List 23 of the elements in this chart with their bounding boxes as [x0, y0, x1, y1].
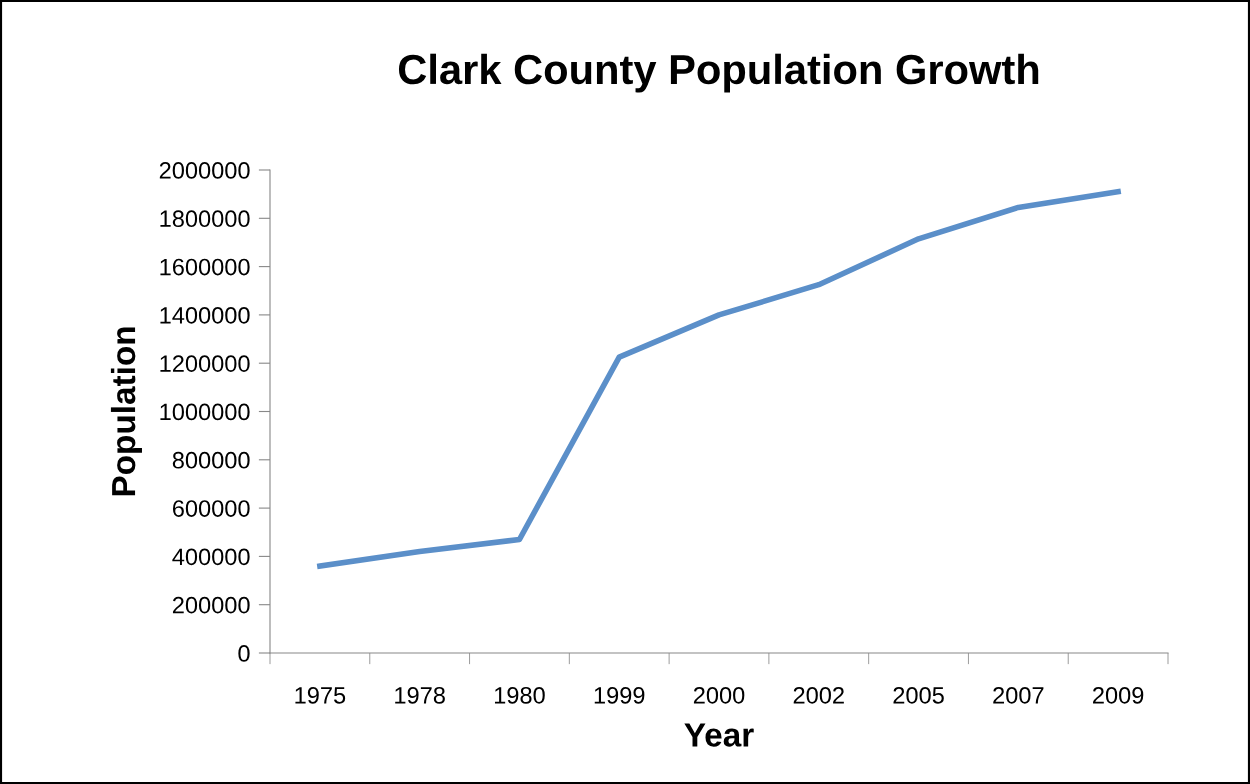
- y-tick-label: 600000: [172, 500, 250, 517]
- y-tick-label: 0: [238, 645, 250, 662]
- x-tick-label: 2000: [693, 686, 745, 704]
- y-tick-label: 1200000: [160, 355, 250, 372]
- x-tick-label: 1999: [594, 686, 645, 704]
- y-tick-label: 1400000: [160, 306, 250, 324]
- x-tick-label: 1978: [395, 686, 445, 704]
- y-tick-label: 2000000: [159, 162, 250, 179]
- y-tick-label: 400000: [172, 548, 250, 566]
- x-tick-label: 2002: [793, 686, 844, 704]
- y-axis-title: Population: [110, 327, 142, 496]
- x-tick-label: 1975: [295, 686, 346, 704]
- y-tick-label: 1800000: [160, 210, 250, 228]
- chart-title: Clark County Population Growth: [398, 53, 1039, 93]
- x-axis-title: Year: [684, 723, 754, 747]
- x-tick-label: 2007: [993, 686, 1044, 704]
- x-tick-label: 1980: [494, 686, 545, 704]
- y-tick-label: 1600000: [160, 258, 250, 276]
- y-tick-label: 1000000: [160, 403, 250, 421]
- x-tick-label: 2009: [1093, 686, 1144, 704]
- x-tick-label: 2005: [893, 686, 944, 704]
- y-tick-label: 800000: [172, 451, 250, 469]
- y-tick-label: 200000: [172, 596, 250, 614]
